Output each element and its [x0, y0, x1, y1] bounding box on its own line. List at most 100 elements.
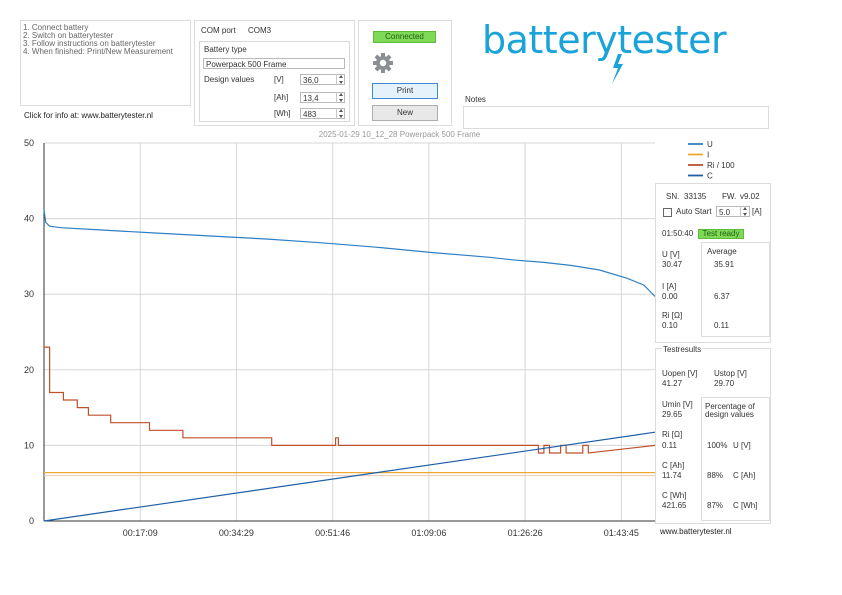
cwh-label: C [Wh] [662, 491, 687, 500]
test-ready-badge: Test ready [698, 229, 744, 239]
discharge-chart: 2025-01-29 10_12_28 Powerpack 500 Frame 0… [24, 130, 735, 538]
ustop-value: 29.70 [714, 379, 735, 388]
umin-label: Umin [V] [662, 400, 693, 409]
legend-label: I [707, 151, 709, 160]
gear-icon[interactable] [372, 52, 394, 74]
legend-label: U [707, 140, 713, 149]
result-ri-unit: U [V] [733, 441, 751, 450]
uopen-value: 41.27 [662, 379, 683, 388]
x-tick-label: 01:26:26 [508, 528, 543, 538]
info-panel: SN. 33135 FW. v9.02 Auto Start 5.0 [A] 0… [655, 183, 771, 343]
percentage-box: Percentage of design values [701, 397, 770, 521]
autostart-spinner[interactable] [740, 206, 749, 217]
notes-input[interactable] [463, 106, 769, 129]
results-title: Testresults [662, 345, 703, 355]
autostart-unit: [A] [752, 207, 762, 216]
y-tick-label: 20 [24, 365, 34, 375]
result-ri-value: 0.11 [662, 441, 677, 450]
ri-average: 0.11 [714, 321, 729, 330]
average-box: Average [701, 242, 770, 337]
y-tick-label: 0 [29, 516, 34, 526]
website-footer[interactable]: www.batterytester.nl [660, 527, 732, 536]
design-energy-spinner[interactable] [336, 108, 345, 119]
lightning-icon [612, 54, 623, 84]
series-line-c [43, 431, 656, 522]
notes-label: Notes [465, 95, 486, 104]
connected-status: Connected [373, 31, 436, 43]
result-ri-percent: 100% [707, 441, 728, 450]
x-tick-label: 00:17:09 [123, 528, 158, 538]
design-voltage-spinner[interactable] [336, 74, 345, 85]
autostart-label: Auto Start [676, 207, 712, 216]
instruction-line-2: 2. Switch on batterytester [23, 31, 114, 40]
design-capacity-input[interactable]: 13,4 [300, 92, 345, 103]
new-button[interactable]: New [372, 105, 438, 121]
x-tick-label: 01:09:06 [411, 528, 446, 538]
cah-value: 11.74 [662, 471, 682, 480]
x-tick-label: 01:43:45 [604, 528, 639, 538]
firmware-version: v9.02 [740, 192, 760, 201]
y-tick-label: 50 [24, 138, 34, 148]
connection-panel: Connected Print New [358, 20, 452, 126]
battery-type-label: Battery type [204, 45, 247, 54]
i-label: I [A] [662, 282, 677, 291]
autostart-input[interactable]: 5.0 [716, 206, 750, 217]
cah-unit: C [Ah] [733, 471, 756, 480]
i-average: 6.37 [714, 292, 730, 301]
umin-value: 29.65 [662, 410, 683, 419]
series-line-ri-100 [44, 346, 656, 454]
u-label: U [V] [662, 250, 680, 259]
design-energy-input[interactable]: 483 [300, 108, 345, 119]
u-average: 35.91 [714, 260, 735, 269]
average-label: Average [707, 247, 737, 256]
autostart-checkbox[interactable] [663, 208, 672, 217]
legend-label: C [707, 172, 713, 181]
logo-text: batterytester [482, 18, 727, 62]
instruction-line-1: 1. Connect battery [23, 23, 89, 32]
i-value: 0.00 [662, 292, 678, 301]
percentage-label-1: Percentage of [705, 402, 755, 411]
battery-type-group: Battery type Powerpack 500 Frame Design … [199, 41, 350, 122]
y-tick-label: 40 [24, 214, 34, 224]
serial-label: SN. [666, 192, 680, 201]
com-port-value[interactable]: COM3 [248, 26, 272, 35]
result-ri-label: Ri [Ω] [662, 430, 683, 439]
design-voltage-input[interactable]: 36,0 [300, 74, 345, 85]
info-link[interactable]: Click for info at: www.batterytester.nl [24, 111, 153, 120]
series-line-u [43, 209, 656, 297]
percentage-label-2: design values [705, 410, 754, 419]
chart-title: 2025-01-29 10_12_28 Powerpack 500 Frame [319, 130, 481, 139]
instruction-line-3: 3. Follow instructions on batterytester [23, 39, 156, 48]
design-capacity-unit: [Ah] [274, 93, 289, 102]
x-tick-label: 00:51:46 [315, 528, 350, 538]
legend-label: Ri / 100 [707, 161, 735, 170]
design-energy-unit: [Wh] [274, 109, 291, 118]
cwh-value: 421.65 [662, 501, 687, 510]
design-capacity-spinner[interactable] [336, 92, 345, 103]
ustop-label: Ustop [V] [714, 369, 747, 378]
design-values-label: Design values [204, 75, 255, 84]
x-tick-label: 00:34:29 [219, 528, 254, 538]
cah-percent: 88% [707, 471, 724, 480]
cwh-percent: 87% [707, 501, 724, 510]
instruction-line-4: 4. When finished: Print/New Measurement [23, 47, 173, 56]
battery-type-input[interactable]: Powerpack 500 Frame [203, 58, 345, 69]
y-tick-label: 10 [24, 440, 34, 450]
elapsed-time: 01:50:40 [662, 229, 694, 238]
print-button[interactable]: Print [372, 83, 438, 99]
batterytester-logo: batterytester [482, 14, 752, 84]
ri-label: Ri [Ω] [662, 311, 683, 320]
design-voltage-unit: [V] [274, 75, 284, 84]
com-port-label: COM port [201, 26, 236, 35]
cwh-unit: C [Wh] [733, 501, 758, 510]
settings-panel: COM port COM3 Battery type Powerpack 500… [194, 20, 355, 126]
results-panel: Testresults Uopen [V] 41.27 Ustop [V] 29… [655, 345, 771, 524]
serial-number: 33135 [684, 192, 707, 201]
instructions-panel: 1. Connect battery 2. Switch on batteryt… [20, 20, 191, 106]
uopen-label: Uopen [V] [662, 369, 698, 378]
u-value: 30.47 [662, 260, 683, 269]
ri-value: 0.10 [662, 321, 678, 330]
y-tick-label: 30 [24, 289, 34, 299]
firmware-label: FW. [722, 192, 737, 201]
cah-label: C [Ah] [662, 461, 685, 470]
